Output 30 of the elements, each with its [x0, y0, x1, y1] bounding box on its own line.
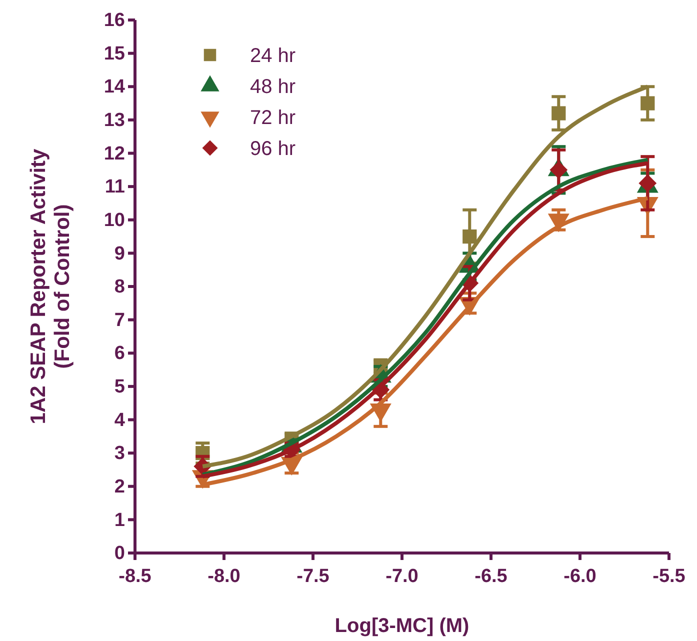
x-tick-label: -7.0 [386, 566, 418, 587]
x-tick-label: -6.5 [474, 566, 508, 587]
y-tick-label: 13 [104, 110, 125, 132]
y-tick-label: 4 [114, 410, 126, 431]
legend-label: 96 hr [250, 138, 296, 160]
y-tick-label: 2 [114, 476, 125, 498]
x-tick-label: -5.5 [652, 566, 686, 587]
y-tick-label: 0 [114, 543, 125, 564]
y-tick-label: 1 [114, 510, 126, 531]
y-tick-label: 8 [114, 276, 125, 298]
y-tick-label: 5 [114, 376, 126, 398]
x-axis-title: Log[3-MC] (M) [334, 615, 470, 637]
x-tick-label: -7.5 [296, 566, 330, 587]
y-tick-label: 6 [114, 343, 125, 364]
y-axis-title: 1A2 SEAP Reporter Activity (Fold of Control) [27, 148, 74, 424]
y-tick-label: 9 [114, 243, 125, 264]
y-tick-label: 3 [114, 443, 125, 464]
y-tick-label: 14 [104, 76, 126, 98]
x-tick-label: -6.0 [564, 566, 596, 587]
y-tick-label: 12 [104, 143, 125, 164]
legend-label: 48 hr [250, 76, 296, 98]
y-tick-label: 15 [104, 43, 126, 64]
y-tick-label: 11 [104, 176, 126, 198]
y-tick-label: 7 [114, 310, 125, 331]
y-tick-label: 10 [104, 210, 125, 231]
legend-label: 24 hr [250, 45, 296, 67]
legend-label: 72 hr [250, 107, 296, 129]
y-tick-label: 16 [104, 10, 125, 32]
x-tick-label: -8.0 [208, 566, 240, 587]
x-tick-label: -8.5 [118, 566, 152, 587]
